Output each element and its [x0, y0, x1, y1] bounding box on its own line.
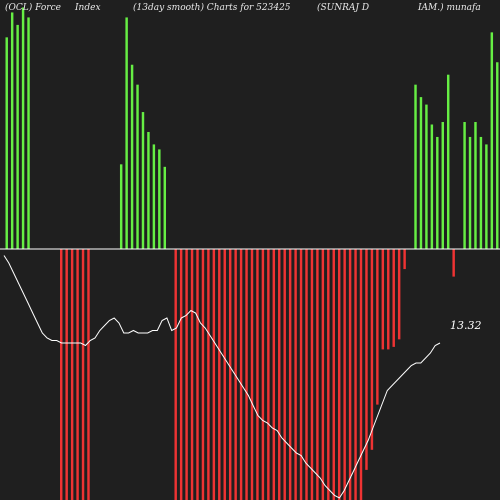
negative-bar [196, 249, 199, 500]
negative-bar [65, 249, 68, 500]
negative-bar [310, 249, 314, 500]
positive-bar [10, 12, 14, 250]
negative-bar [305, 249, 308, 500]
positive-bar [414, 84, 417, 249]
negative-bar [250, 249, 254, 500]
negative-bar [70, 249, 74, 500]
positive-bar [147, 131, 150, 249]
negative-bar [190, 249, 194, 500]
negative-bar [261, 249, 265, 500]
negative-bar [337, 249, 341, 500]
negative-bar [294, 249, 297, 500]
negative-bar [316, 249, 319, 500]
negative-bar [381, 249, 385, 350]
header-segment-5: IAM.) munafa [417, 2, 481, 13]
smoothed-series-line [3, 255, 441, 499]
positive-bar [496, 62, 499, 249]
negative-bar [376, 249, 379, 405]
negative-bar [403, 249, 406, 270]
negative-bar [299, 249, 303, 500]
negative-bar [174, 249, 177, 500]
positive-bar [490, 32, 494, 250]
negative-bar [60, 249, 63, 500]
header-segment-4: (SUNRAJ D [317, 2, 369, 13]
positive-bar [441, 122, 444, 249]
positive-bar [430, 124, 434, 249]
negative-bar [452, 249, 455, 277]
negative-bar [370, 249, 374, 450]
positive-bar [21, 7, 25, 249]
positive-bar [119, 164, 123, 249]
negative-bar [327, 249, 330, 500]
negative-bar [321, 249, 325, 500]
negative-bar [185, 249, 188, 500]
bars-layer [5, 7, 499, 500]
negative-bar [359, 249, 363, 500]
negative-bar [343, 249, 346, 500]
negative-bar [228, 249, 232, 500]
chart-header: (OCL) Force Index (13day smooth) Charts … [5, 2, 481, 13]
positive-bar [479, 136, 483, 249]
positive-bar [125, 17, 128, 250]
negative-bar [267, 249, 270, 500]
positive-bar [16, 24, 19, 250]
positive-bar [163, 166, 167, 249]
negative-bar [256, 249, 259, 500]
negative-bar [234, 249, 237, 500]
negative-bar [179, 249, 183, 500]
positive-bar [136, 84, 139, 249]
negative-bar [332, 249, 335, 500]
header-segment-1: (OCL) Force [5, 2, 61, 13]
negative-bar [283, 249, 286, 500]
negative-bar [223, 249, 226, 500]
negative-bar [397, 249, 401, 340]
positive-bar [130, 64, 134, 250]
negative-bar [392, 249, 395, 347]
positive-bar [141, 112, 145, 249]
negative-bar [354, 249, 357, 500]
positive-bar [468, 136, 472, 249]
positive-bar [152, 144, 156, 249]
header-segment-3: (13day smooth) Charts for 523425 [133, 2, 291, 13]
negative-bar [245, 249, 248, 500]
negative-bar [207, 249, 210, 500]
positive-bar [425, 104, 428, 249]
negative-bar [201, 249, 205, 500]
positive-bar [27, 17, 30, 250]
last-value-label: 13.32 [450, 319, 482, 332]
negative-bar [278, 249, 281, 500]
negative-bar [76, 249, 79, 500]
negative-bar [272, 249, 276, 500]
negative-bar [288, 249, 292, 500]
positive-bar [446, 74, 450, 249]
positive-bar [419, 97, 423, 249]
positive-bar [158, 149, 161, 249]
negative-bar [218, 249, 221, 500]
positive-bar [485, 144, 488, 249]
negative-bar [387, 249, 390, 350]
negative-bar [81, 249, 85, 500]
negative-bar [365, 249, 368, 470]
positive-bar [436, 136, 439, 249]
negative-bar [348, 249, 352, 500]
header-segment-2: Index [74, 3, 101, 13]
negative-bar [87, 249, 90, 500]
positive-bar [5, 37, 8, 249]
negative-bar [239, 249, 243, 500]
negative-bar [212, 249, 216, 500]
positive-bar [474, 122, 477, 249]
positive-bar [463, 122, 466, 249]
